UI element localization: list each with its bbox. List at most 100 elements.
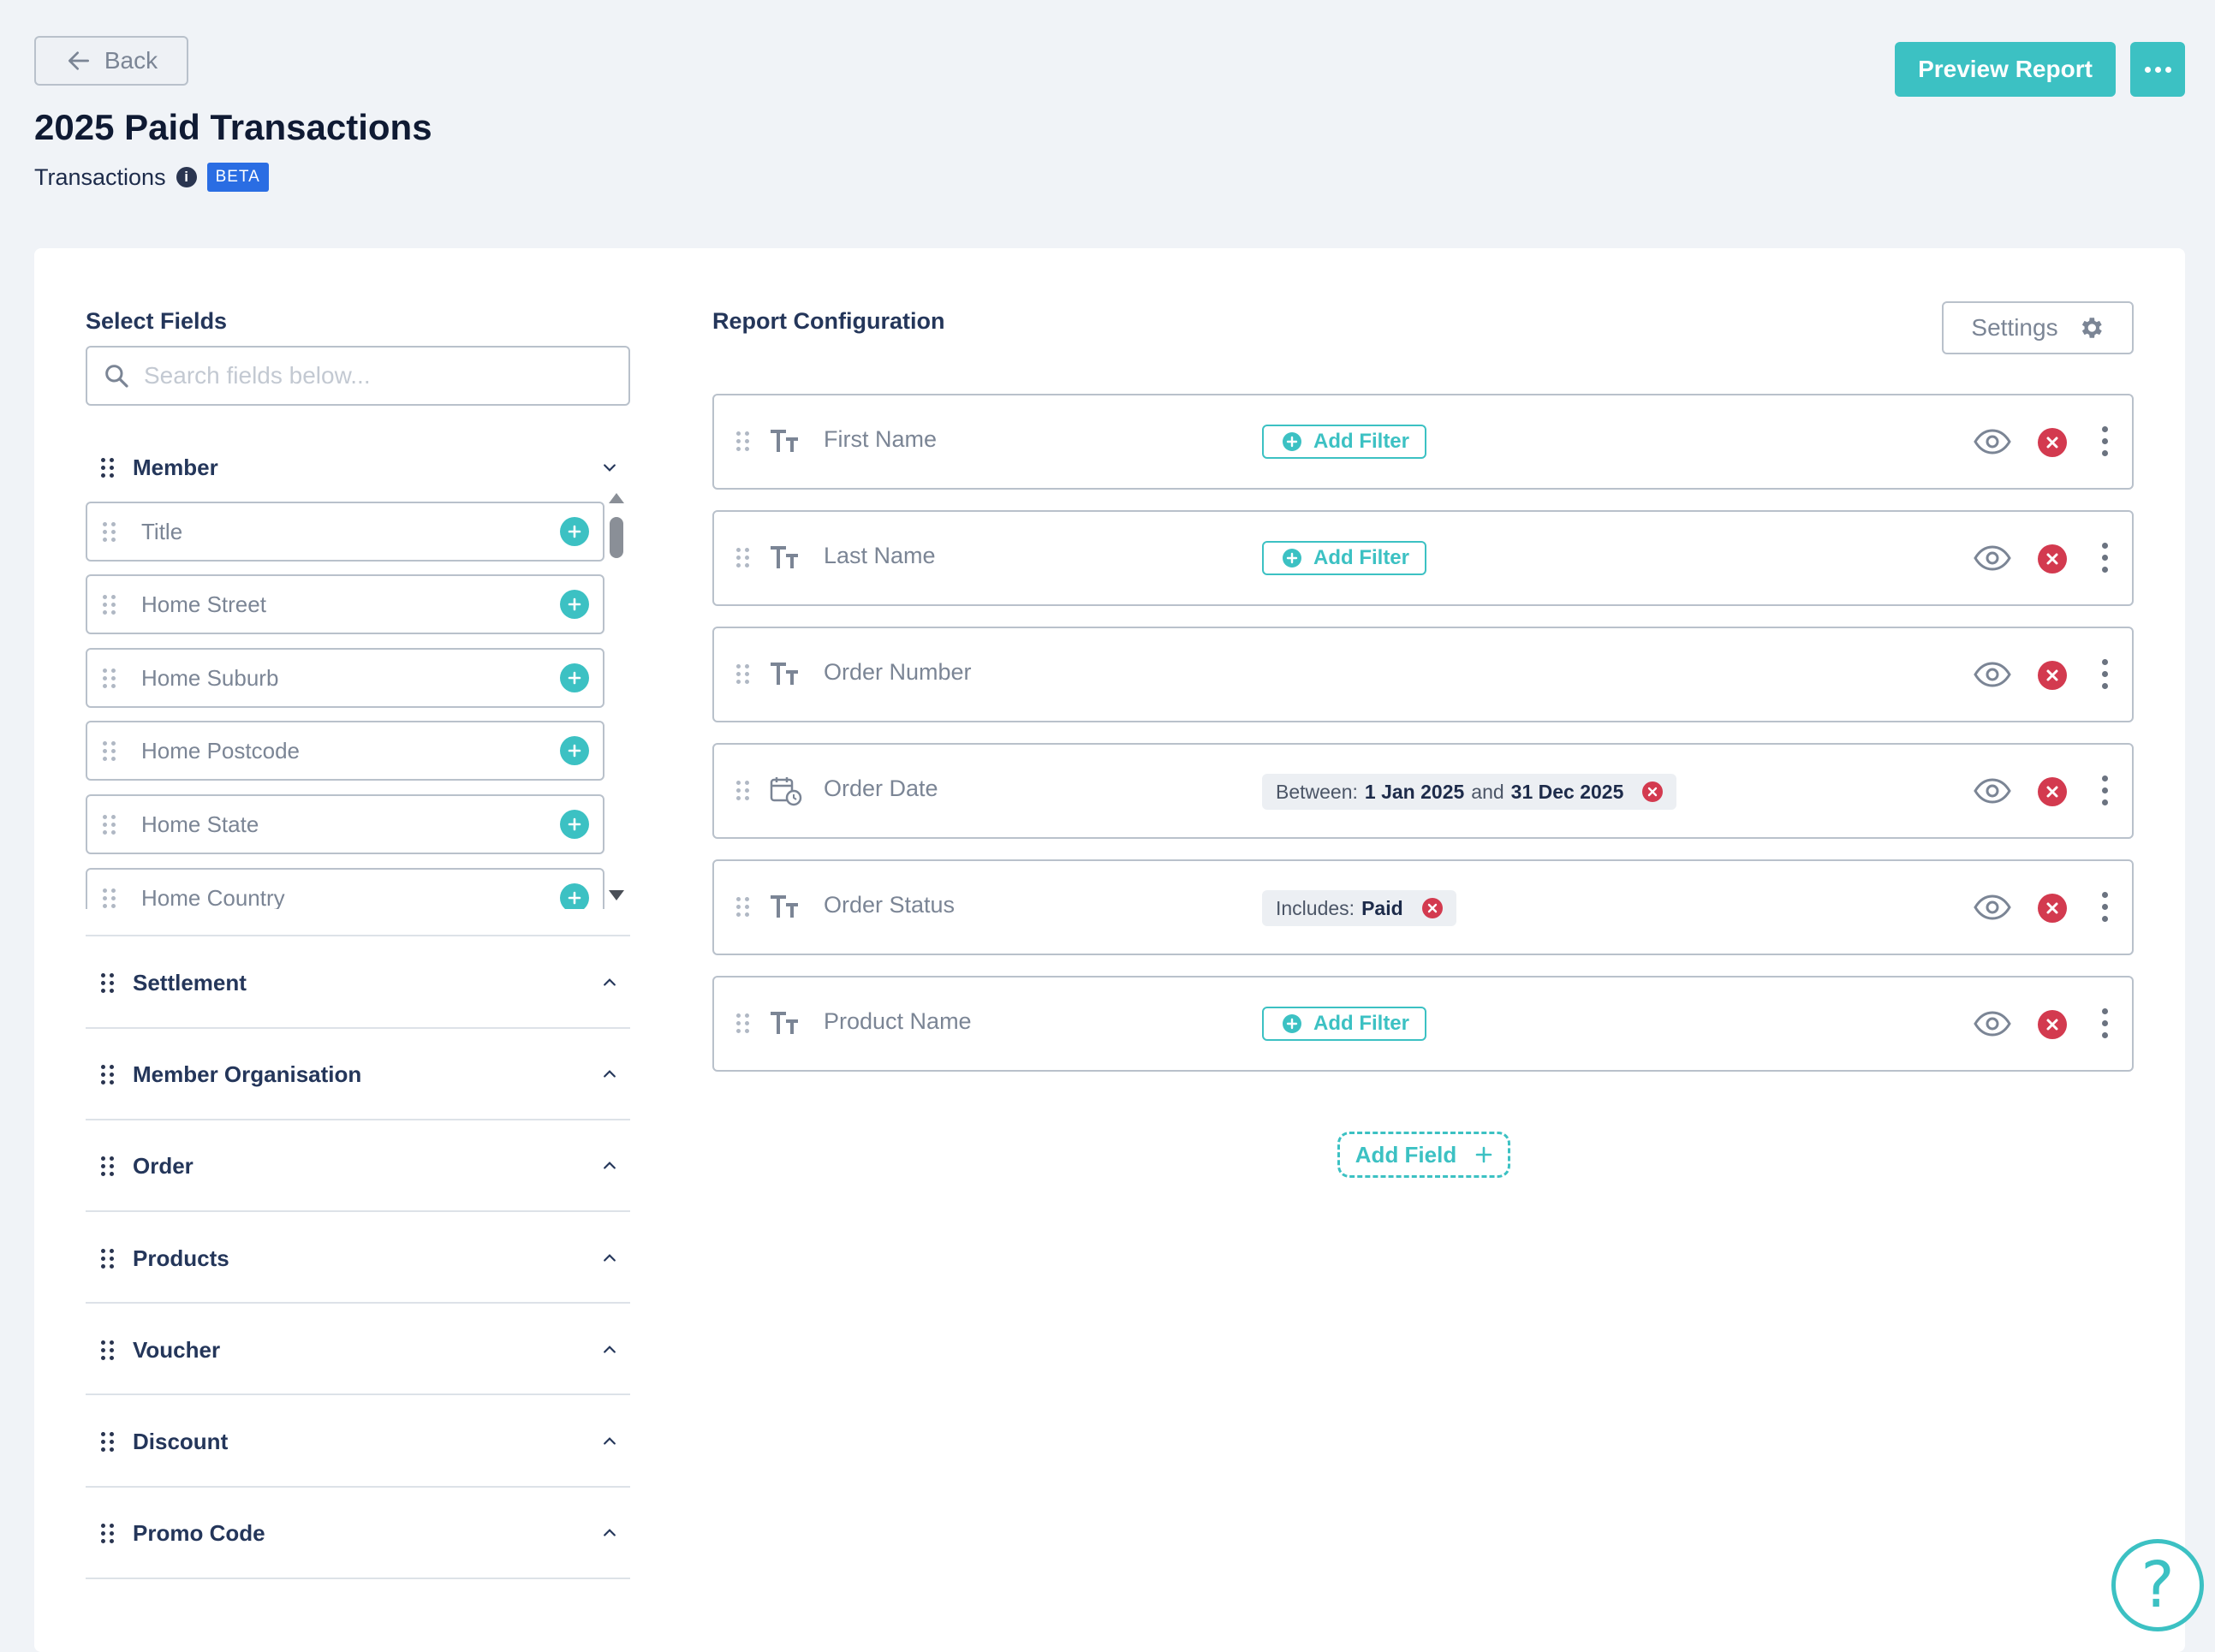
preview-report-button[interactable]: Preview Report <box>1895 42 2116 97</box>
eye-icon[interactable] <box>1973 894 2012 921</box>
scrollbar-thumb[interactable] <box>610 517 623 558</box>
report-field-row[interactable]: Product Name Add Filter <box>712 976 2134 1072</box>
field-item-home-country[interactable]: Home Country <box>86 868 604 909</box>
kebab-menu-icon[interactable] <box>2099 426 2110 456</box>
member-field-list[interactable]: Title Home Street Home Suburb Home Postc… <box>86 496 634 909</box>
add-field-icon[interactable] <box>560 590 589 619</box>
filter-chip[interactable]: Includes: Paid <box>1262 890 1456 926</box>
field-item-home-postcode[interactable]: Home Postcode <box>86 721 604 781</box>
divider <box>86 1210 630 1212</box>
scroll-up-arrow[interactable] <box>609 493 624 503</box>
help-button[interactable]: ? <box>2111 1539 2204 1631</box>
add-filter-label: Add Filter <box>1313 1012 1409 1035</box>
add-field-button[interactable]: Add Field <box>1337 1132 1510 1178</box>
drag-handle-icon[interactable] <box>101 457 114 478</box>
filter-chip[interactable]: Between: 1 Jan 2025 and 31 Dec 2025 <box>1262 774 1677 810</box>
drag-handle-icon[interactable] <box>736 664 749 684</box>
settings-button[interactable]: Settings <box>1942 301 2134 354</box>
drag-handle-icon[interactable] <box>101 1431 114 1452</box>
back-button[interactable]: Back <box>34 36 188 86</box>
drag-handle-icon[interactable] <box>101 1340 114 1360</box>
group-products[interactable]: Products <box>86 1239 630 1277</box>
more-options-button[interactable] <box>2130 42 2185 97</box>
eye-icon[interactable] <box>1973 544 2012 572</box>
source-label: Transactions <box>34 163 166 190</box>
field-item-home-street[interactable]: Home Street <box>86 574 604 634</box>
select-fields-title: Select Fields <box>86 308 228 334</box>
field-item-title[interactable]: Title <box>86 502 604 562</box>
group-promo-code[interactable]: Promo Code <box>86 1514 630 1552</box>
drag-handle-icon[interactable] <box>103 814 116 835</box>
info-icon[interactable]: i <box>176 167 197 187</box>
report-field-row[interactable]: Last Name Add Filter <box>712 510 2134 606</box>
add-field-icon[interactable] <box>560 736 589 765</box>
report-field-row[interactable]: First Name Add Filter <box>712 394 2134 490</box>
group-voucher[interactable]: Voucher <box>86 1331 630 1369</box>
chevron-up-icon <box>604 1529 616 1536</box>
drag-handle-icon[interactable] <box>103 521 116 542</box>
report-field-row[interactable]: Order Status Includes: Paid <box>712 859 2134 955</box>
group-order[interactable]: Order <box>86 1147 630 1185</box>
kebab-menu-icon[interactable] <box>2099 543 2110 573</box>
remove-field-icon[interactable] <box>2038 894 2067 923</box>
drag-handle-icon[interactable] <box>103 888 116 908</box>
kebab-menu-icon[interactable] <box>2099 775 2110 805</box>
field-label: Home Suburb <box>141 664 279 691</box>
remove-field-icon[interactable] <box>2038 661 2067 690</box>
report-field-row[interactable]: Order Number <box>712 627 2134 722</box>
remove-filter-icon[interactable] <box>1642 781 1664 802</box>
add-field-icon[interactable] <box>560 517 589 546</box>
add-field-icon[interactable] <box>560 883 589 909</box>
group-discount[interactable]: Discount <box>86 1423 630 1460</box>
drag-handle-icon[interactable] <box>101 1064 114 1084</box>
field-label: Title <box>141 518 183 544</box>
group-member-organisation[interactable]: Member Organisation <box>86 1055 630 1093</box>
drag-handle-icon[interactable] <box>103 594 116 615</box>
eye-icon[interactable] <box>1973 777 2012 805</box>
drag-handle-icon[interactable] <box>736 1013 749 1033</box>
remove-field-icon[interactable] <box>2038 428 2067 457</box>
group-label: Order <box>133 1152 194 1179</box>
add-field-icon[interactable] <box>560 663 589 692</box>
eye-icon[interactable] <box>1973 1010 2012 1037</box>
drag-handle-icon[interactable] <box>736 781 749 800</box>
kebab-menu-icon[interactable] <box>2099 659 2110 689</box>
plus-icon <box>1475 1146 1492 1163</box>
settings-label: Settings <box>1971 314 2058 341</box>
drag-handle-icon[interactable] <box>101 1523 114 1543</box>
drag-handle-icon[interactable] <box>736 897 749 917</box>
drag-handle-icon[interactable] <box>103 668 116 688</box>
eye-icon[interactable] <box>1973 661 2012 688</box>
report-source: Transactions i BETA <box>34 163 269 192</box>
kebab-menu-icon[interactable] <box>2099 1008 2110 1038</box>
field-item-home-suburb[interactable]: Home Suburb <box>86 648 604 708</box>
add-filter-button[interactable]: Add Filter <box>1262 425 1426 459</box>
group-settlement[interactable]: Settlement <box>86 964 630 1001</box>
remove-field-icon[interactable] <box>2038 1010 2067 1039</box>
remove-filter-icon[interactable] <box>1421 898 1443 918</box>
kebab-menu-icon[interactable] <box>2099 892 2110 922</box>
drag-handle-icon[interactable] <box>101 1248 114 1269</box>
add-field-icon[interactable] <box>560 810 589 839</box>
drag-handle-icon[interactable] <box>101 1156 114 1176</box>
eye-icon[interactable] <box>1973 428 2012 455</box>
field-search[interactable] <box>86 346 630 406</box>
plus-icon <box>1283 549 1301 568</box>
question-mark-icon: ? <box>2141 1548 2175 1622</box>
drag-handle-icon[interactable] <box>736 548 749 568</box>
search-input[interactable] <box>142 361 591 390</box>
add-filter-button[interactable]: Add Filter <box>1262 1007 1426 1041</box>
field-item-home-state[interactable]: Home State <box>86 794 604 854</box>
chevron-up-icon <box>604 1254 616 1262</box>
report-field-row[interactable]: Order Date Between: 1 Jan 2025 and 31 De… <box>712 743 2134 839</box>
remove-field-icon[interactable] <box>2038 544 2067 573</box>
drag-handle-icon[interactable] <box>103 740 116 761</box>
chevron-up-icon <box>604 1070 616 1078</box>
arrow-left-icon <box>68 51 89 70</box>
drag-handle-icon[interactable] <box>101 972 114 993</box>
drag-handle-icon[interactable] <box>736 431 749 451</box>
remove-field-icon[interactable] <box>2038 777 2067 806</box>
add-filter-button[interactable]: Add Filter <box>1262 541 1426 575</box>
scroll-down-arrow[interactable] <box>609 890 624 900</box>
group-member[interactable]: Member <box>86 449 630 486</box>
